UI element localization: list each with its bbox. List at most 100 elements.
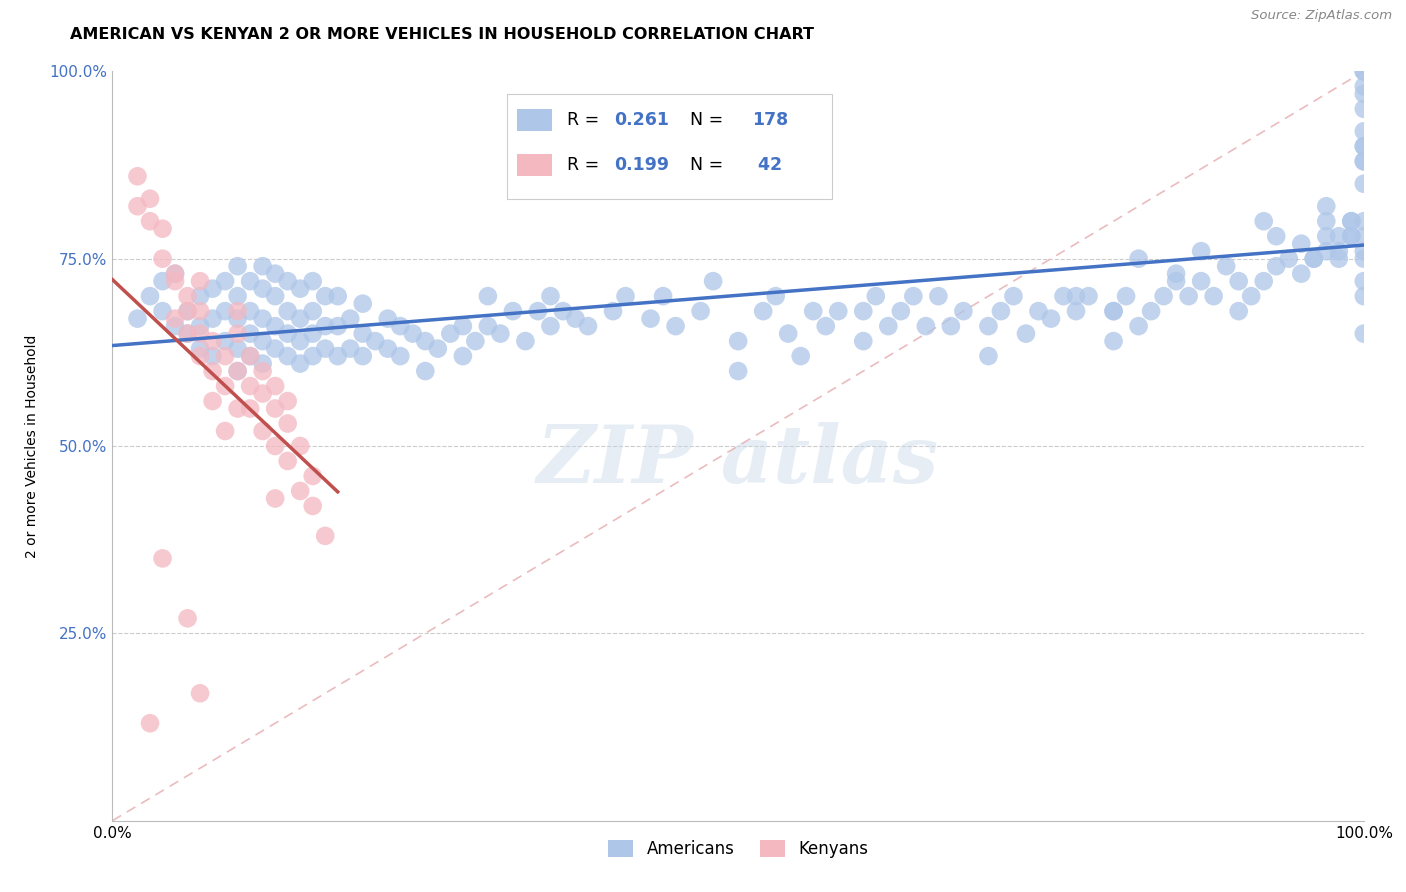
Point [1353, 87, 1375, 101]
Point [326, 319, 349, 334]
Point [152, 274, 174, 288]
Point [1177, 289, 1199, 303]
Point [1353, 102, 1375, 116]
Point [515, 334, 537, 348]
Point [1353, 139, 1375, 153]
Point [477, 319, 499, 334]
Point [201, 349, 224, 363]
Text: N =: N = [679, 156, 730, 174]
Point [1353, 64, 1375, 78]
Point [188, 342, 211, 356]
Text: 178: 178 [752, 112, 789, 129]
Point [1052, 289, 1074, 303]
Point [252, 282, 274, 296]
Point [1327, 244, 1350, 259]
Point [1064, 304, 1087, 318]
Point [301, 274, 323, 288]
Point [939, 319, 962, 334]
Point [389, 319, 412, 334]
Point [464, 334, 486, 348]
Text: N =: N = [679, 112, 730, 129]
Point [326, 289, 349, 303]
Point [1253, 274, 1275, 288]
Point [277, 394, 299, 409]
Point [1353, 214, 1375, 228]
Point [239, 379, 262, 393]
Text: AMERICAN VS KENYAN 2 OR MORE VEHICLES IN HOUSEHOLD CORRELATION CHART: AMERICAN VS KENYAN 2 OR MORE VEHICLES IN… [70, 27, 814, 42]
Point [527, 304, 550, 318]
Point [1353, 326, 1375, 341]
Point [1265, 229, 1288, 244]
Point [239, 274, 262, 288]
Point [1327, 229, 1350, 244]
Point [352, 349, 374, 363]
Point [502, 304, 524, 318]
Point [1164, 274, 1187, 288]
Point [214, 424, 236, 438]
Point [1353, 64, 1375, 78]
Point [277, 417, 299, 431]
Point [301, 304, 323, 318]
Point [176, 611, 198, 625]
Point [314, 342, 336, 356]
Point [290, 311, 312, 326]
Point [1353, 79, 1375, 94]
Point [451, 319, 474, 334]
Point [927, 289, 949, 303]
Point [827, 304, 849, 318]
Point [201, 311, 224, 326]
Point [790, 349, 813, 363]
Point [252, 311, 274, 326]
Point [1253, 214, 1275, 228]
Point [990, 304, 1012, 318]
Point [214, 334, 236, 348]
Point [1002, 289, 1025, 303]
Point [1340, 214, 1362, 228]
Point [201, 364, 224, 378]
Point [277, 349, 299, 363]
Point [1153, 289, 1175, 303]
Point [1353, 289, 1375, 303]
Point [290, 334, 312, 348]
Point [727, 334, 749, 348]
Point [314, 319, 336, 334]
Point [364, 334, 387, 348]
Point [852, 304, 875, 318]
Point [564, 311, 586, 326]
Point [551, 304, 574, 318]
Point [188, 349, 211, 363]
Point [214, 349, 236, 363]
Point [765, 289, 787, 303]
Point [1353, 154, 1375, 169]
Point [239, 326, 262, 341]
Point [1353, 124, 1375, 138]
Point [277, 274, 299, 288]
Text: 0.261: 0.261 [614, 112, 669, 129]
Point [439, 326, 461, 341]
Point [301, 326, 323, 341]
Point [1340, 229, 1362, 244]
Point [188, 326, 211, 341]
Point [1278, 252, 1301, 266]
Y-axis label: 2 or more Vehicles in Household: 2 or more Vehicles in Household [24, 334, 38, 558]
Point [1315, 199, 1337, 213]
Point [1315, 244, 1337, 259]
Point [1115, 289, 1137, 303]
Point [301, 349, 323, 363]
Point [127, 199, 149, 213]
Bar [516, 153, 551, 177]
Text: 0.199: 0.199 [614, 156, 669, 174]
Point [226, 342, 249, 356]
Point [977, 349, 1000, 363]
Point [201, 394, 224, 409]
Point [139, 214, 162, 228]
Point [977, 319, 1000, 334]
Point [152, 551, 174, 566]
Point [188, 304, 211, 318]
Point [139, 192, 162, 206]
Point [865, 289, 887, 303]
Point [163, 267, 186, 281]
Point [1039, 311, 1063, 326]
Point [652, 289, 675, 303]
Point [176, 326, 198, 341]
